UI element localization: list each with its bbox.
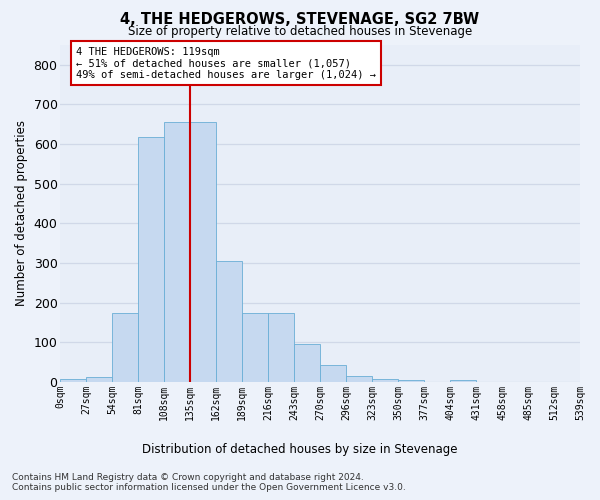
Text: Distribution of detached houses by size in Stevenage: Distribution of detached houses by size … — [142, 442, 458, 456]
Bar — [268, 312, 294, 382]
Bar — [398, 380, 424, 382]
Text: Contains HM Land Registry data © Crown copyright and database right 2024.: Contains HM Land Registry data © Crown c… — [12, 472, 364, 482]
Bar — [450, 380, 476, 382]
Bar — [86, 377, 112, 382]
Bar — [138, 138, 164, 382]
Text: 4, THE HEDGEROWS, STEVENAGE, SG2 7BW: 4, THE HEDGEROWS, STEVENAGE, SG2 7BW — [121, 12, 479, 28]
Bar — [164, 122, 190, 382]
Bar — [190, 122, 216, 382]
Bar — [61, 379, 86, 382]
Bar — [320, 366, 346, 382]
Bar — [346, 376, 372, 382]
Text: Size of property relative to detached houses in Stevenage: Size of property relative to detached ho… — [128, 25, 472, 38]
Bar — [216, 261, 242, 382]
Text: 4 THE HEDGEROWS: 119sqm
← 51% of detached houses are smaller (1,057)
49% of semi: 4 THE HEDGEROWS: 119sqm ← 51% of detache… — [76, 46, 376, 80]
Y-axis label: Number of detached properties: Number of detached properties — [15, 120, 28, 306]
Bar — [112, 312, 138, 382]
Bar — [242, 312, 268, 382]
Text: Contains public sector information licensed under the Open Government Licence v3: Contains public sector information licen… — [12, 484, 406, 492]
Bar — [294, 344, 320, 382]
Bar — [372, 379, 398, 382]
